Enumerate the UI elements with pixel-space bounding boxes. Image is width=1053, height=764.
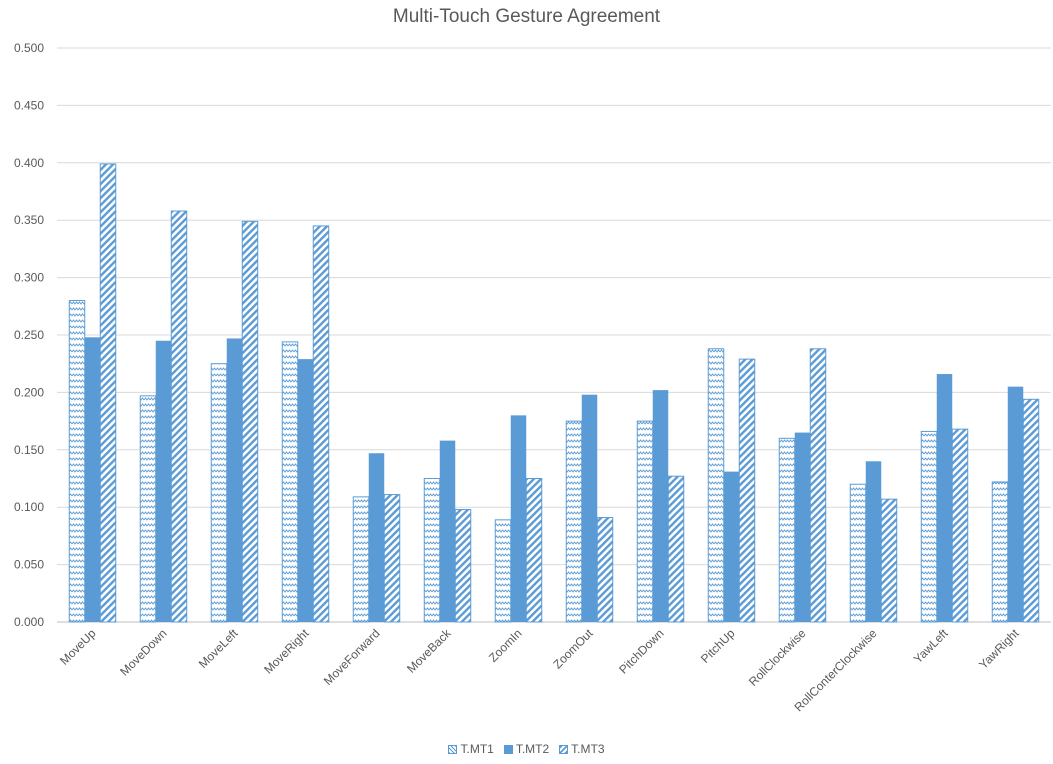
y-tick-label: 0.200 (14, 385, 44, 399)
bar-t-mt1-rollclockwise (778, 437, 796, 623)
x-tick-label: MoveRight (261, 626, 312, 677)
bar-t-mt2-rollconterclockwise (865, 461, 882, 622)
y-tick-label: 0.250 (14, 328, 44, 342)
bar-t-mt1-moveforward (352, 496, 370, 623)
bar-t-mt1-yawright (991, 481, 1009, 623)
bar-t-mt1-moveup (68, 300, 86, 623)
bar-t-mt2-yawright (1007, 386, 1024, 622)
bar-t-mt2-moveforward (368, 453, 385, 622)
bar-t-mt1-pitchup (707, 348, 725, 623)
bar-t-mt3-rollclockwise (809, 348, 827, 623)
y-tick-label: 0.100 (14, 500, 44, 514)
bar-t-mt1-pitchdown (636, 420, 654, 623)
legend-item-t-mt3: T.MT3 (559, 742, 605, 756)
legend-item-t-mt1: T.MT1 (448, 742, 494, 756)
y-tick-label: 0.400 (14, 156, 44, 170)
bar-t-mt2-moveback (439, 440, 456, 622)
x-tick-label: PitchUp (698, 626, 738, 666)
bar-t-mt1-yawleft (920, 430, 938, 623)
chart-legend: T.MT1 T.MT2 T.MT3 (0, 742, 1053, 756)
legend-swatch-solid (503, 744, 513, 754)
x-tick-label: MoveUp (57, 626, 99, 668)
bar-t-mt3-moveforward (383, 494, 401, 623)
legend-swatch-zigzag (448, 744, 458, 754)
bar-t-mt3-pitchup (738, 358, 756, 623)
bar-t-mt2-zoomin (510, 415, 527, 622)
bar-t-mt2-pitchup (723, 471, 740, 622)
bar-t-mt2-moveleft (226, 338, 243, 622)
bar-t-mt2-moveup (84, 337, 101, 622)
x-tick-label: MoveDown (117, 626, 169, 678)
bar-t-mt3-pitchdown (667, 475, 685, 623)
bar-t-mt2-zoomout (581, 394, 598, 622)
bar-t-mt1-zoomin (494, 519, 512, 623)
bar-t-mt3-rollconterclockwise (880, 498, 898, 623)
bar-t-mt2-movedown (155, 340, 172, 622)
y-tick-label: 0.000 (14, 615, 44, 629)
legend-swatch-diagonal (559, 744, 569, 754)
bar-t-mt2-moveright (297, 359, 314, 622)
x-tick-label: ZoomOut (550, 626, 596, 672)
bar-t-mt2-yawleft (936, 374, 953, 622)
chart-title: Multi-Touch Gesture Agreement (392, 6, 661, 27)
bar-t-mt1-movedown (139, 395, 157, 623)
bar-t-mt3-yawright (1022, 398, 1040, 623)
legend-label: T.MT3 (571, 742, 605, 756)
bar-t-mt3-moveback (454, 508, 472, 623)
x-tick-label: MoveForward (321, 626, 383, 688)
y-tick-label: 0.350 (14, 213, 44, 227)
bar-t-mt2-rollclockwise (794, 432, 811, 622)
legend-label: T.MT1 (460, 742, 494, 756)
bar-t-mt3-moveright (312, 225, 330, 623)
y-tick-label: 0.150 (14, 443, 44, 457)
x-tick-label: MoveBack (404, 626, 454, 676)
bar-t-mt1-moveback (423, 478, 441, 623)
bar-t-mt1-moveleft (210, 363, 228, 623)
legend-label: T.MT2 (515, 742, 550, 756)
x-tick-label: YawLeft (911, 626, 951, 666)
x-tick-label: ZoomIn (486, 626, 525, 665)
bar-t-mt1-moveright (281, 341, 299, 623)
y-tick-label: 0.500 (14, 41, 44, 55)
y-tick-label: 0.300 (14, 271, 44, 285)
bar-t-mt3-movedown (170, 210, 188, 623)
bar-t-mt3-moveleft (241, 220, 259, 623)
legend-item-t-mt2: T.MT2 (503, 742, 550, 756)
x-tick-label: YawRight (976, 626, 1022, 672)
bar-t-mt1-rollconterclockwise (849, 483, 867, 623)
x-tick-label: PitchDown (616, 626, 666, 676)
bar-t-mt3-yawleft (951, 428, 969, 623)
bar-t-mt3-zoomin (525, 478, 543, 623)
x-tick-label: RollClockwise (746, 626, 809, 689)
y-tick-label: 0.050 (14, 558, 44, 572)
bar-t-mt3-moveup (99, 163, 117, 623)
bar-t-mt3-zoomout (596, 517, 614, 623)
y-tick-label: 0.450 (14, 98, 44, 112)
x-tick-label: MoveLeft (196, 626, 241, 671)
bar-t-mt1-zoomout (565, 420, 583, 623)
bar-t-mt2-pitchdown (652, 390, 669, 622)
